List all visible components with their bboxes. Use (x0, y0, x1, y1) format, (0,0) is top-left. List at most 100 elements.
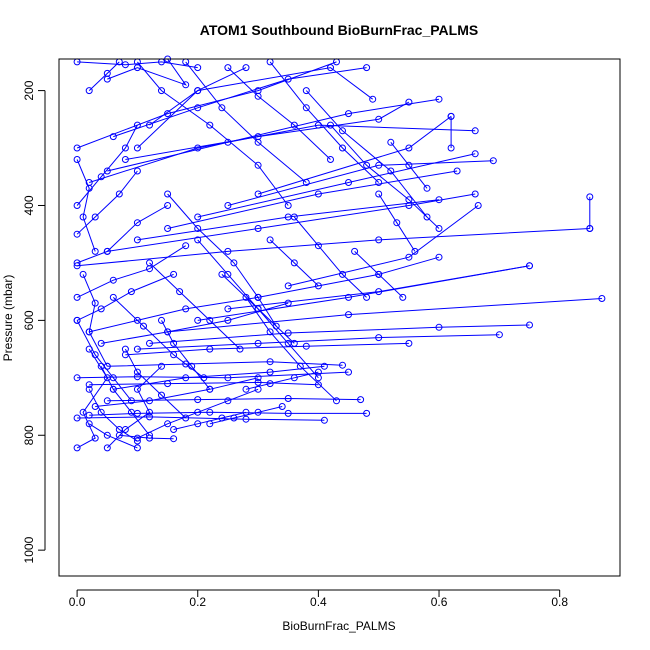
data-point (375, 288, 383, 296)
data-point (284, 339, 292, 347)
data-point (447, 112, 455, 120)
data-point (254, 225, 262, 232)
data-point (164, 420, 172, 428)
data-point (375, 190, 383, 198)
data-point (375, 236, 383, 244)
data-point (345, 179, 352, 186)
data-point (266, 380, 274, 388)
data-point (206, 408, 214, 416)
series-line-4 (77, 416, 325, 421)
data-point (489, 157, 497, 165)
data-point (182, 305, 190, 313)
data-point (97, 305, 105, 313)
data-point (405, 161, 413, 169)
data-point (254, 293, 262, 301)
data-point (73, 414, 81, 422)
x-axis: 0.0 0.2 0.4 0.6 0.8 (69, 589, 568, 609)
data-point (405, 196, 413, 204)
data-point (375, 179, 383, 186)
data-point (79, 213, 87, 221)
data-point (109, 276, 117, 284)
data-point (73, 230, 81, 238)
data-point (182, 242, 190, 250)
data-point (133, 167, 141, 175)
series-line-66 (269, 239, 319, 287)
data-point (182, 360, 190, 368)
data-point (284, 299, 292, 307)
data-point (85, 420, 93, 428)
data-point (363, 409, 371, 417)
data-point (91, 434, 99, 442)
data-point (290, 213, 298, 221)
data-point (79, 408, 87, 416)
data-point (103, 247, 111, 255)
series-line-52 (197, 239, 295, 344)
series-line-49 (305, 90, 428, 218)
data-point (103, 444, 111, 452)
series-line-12 (167, 298, 602, 333)
data-point (242, 415, 250, 423)
data-point (254, 378, 262, 386)
y-tick-label: 600 (22, 310, 36, 330)
data-point (357, 396, 365, 404)
series-line-54 (245, 297, 337, 402)
data-point (254, 190, 262, 198)
data-point (127, 408, 135, 416)
data-point (405, 144, 413, 152)
series-line-15 (258, 256, 440, 298)
series-line-65 (293, 216, 367, 298)
data-point (278, 403, 286, 410)
data-point (302, 104, 310, 112)
data-point (435, 323, 443, 331)
data-point (526, 321, 533, 329)
series-line-70 (119, 434, 174, 440)
data-point (435, 196, 443, 204)
data-point (435, 225, 443, 232)
data-point (146, 413, 153, 421)
data-point (103, 69, 111, 77)
data-point (339, 144, 346, 152)
data-point (375, 161, 383, 169)
data-point (363, 161, 371, 169)
data-point (302, 342, 310, 350)
data-point (91, 299, 99, 307)
data-point (115, 431, 123, 439)
series-line-72 (209, 406, 283, 425)
data-point (375, 334, 383, 342)
data-point (314, 368, 322, 376)
data-point (405, 339, 413, 347)
data-point (133, 121, 141, 129)
data-point (254, 92, 262, 100)
data-point (97, 408, 105, 416)
data-point (133, 385, 141, 393)
data-point (85, 87, 93, 95)
data-point (194, 87, 202, 95)
series-line-16 (288, 205, 479, 287)
data-point (242, 293, 250, 301)
data-point (206, 316, 214, 324)
data-point (133, 368, 141, 376)
data-point (363, 64, 371, 72)
data-point (266, 328, 274, 336)
data-point (79, 270, 87, 278)
series-line-57 (124, 348, 187, 419)
data-point (254, 339, 262, 347)
data-point (182, 81, 190, 89)
data-point (284, 409, 292, 417)
series-line-44 (95, 377, 259, 407)
series-line-63 (378, 193, 416, 252)
data-point (73, 259, 81, 267)
series-line-61 (161, 320, 211, 390)
data-point (127, 397, 135, 405)
series-line-34 (107, 58, 188, 86)
data-point (85, 184, 93, 192)
data-point (103, 167, 111, 175)
data-point (327, 156, 334, 163)
series-line-19 (107, 193, 476, 252)
series-line-28 (125, 101, 410, 160)
data-point (254, 374, 262, 382)
data-point (290, 374, 298, 382)
data-point (146, 339, 153, 347)
series-line-27 (107, 98, 440, 172)
y-axis-label: Pressure (mbar) (1, 275, 15, 362)
